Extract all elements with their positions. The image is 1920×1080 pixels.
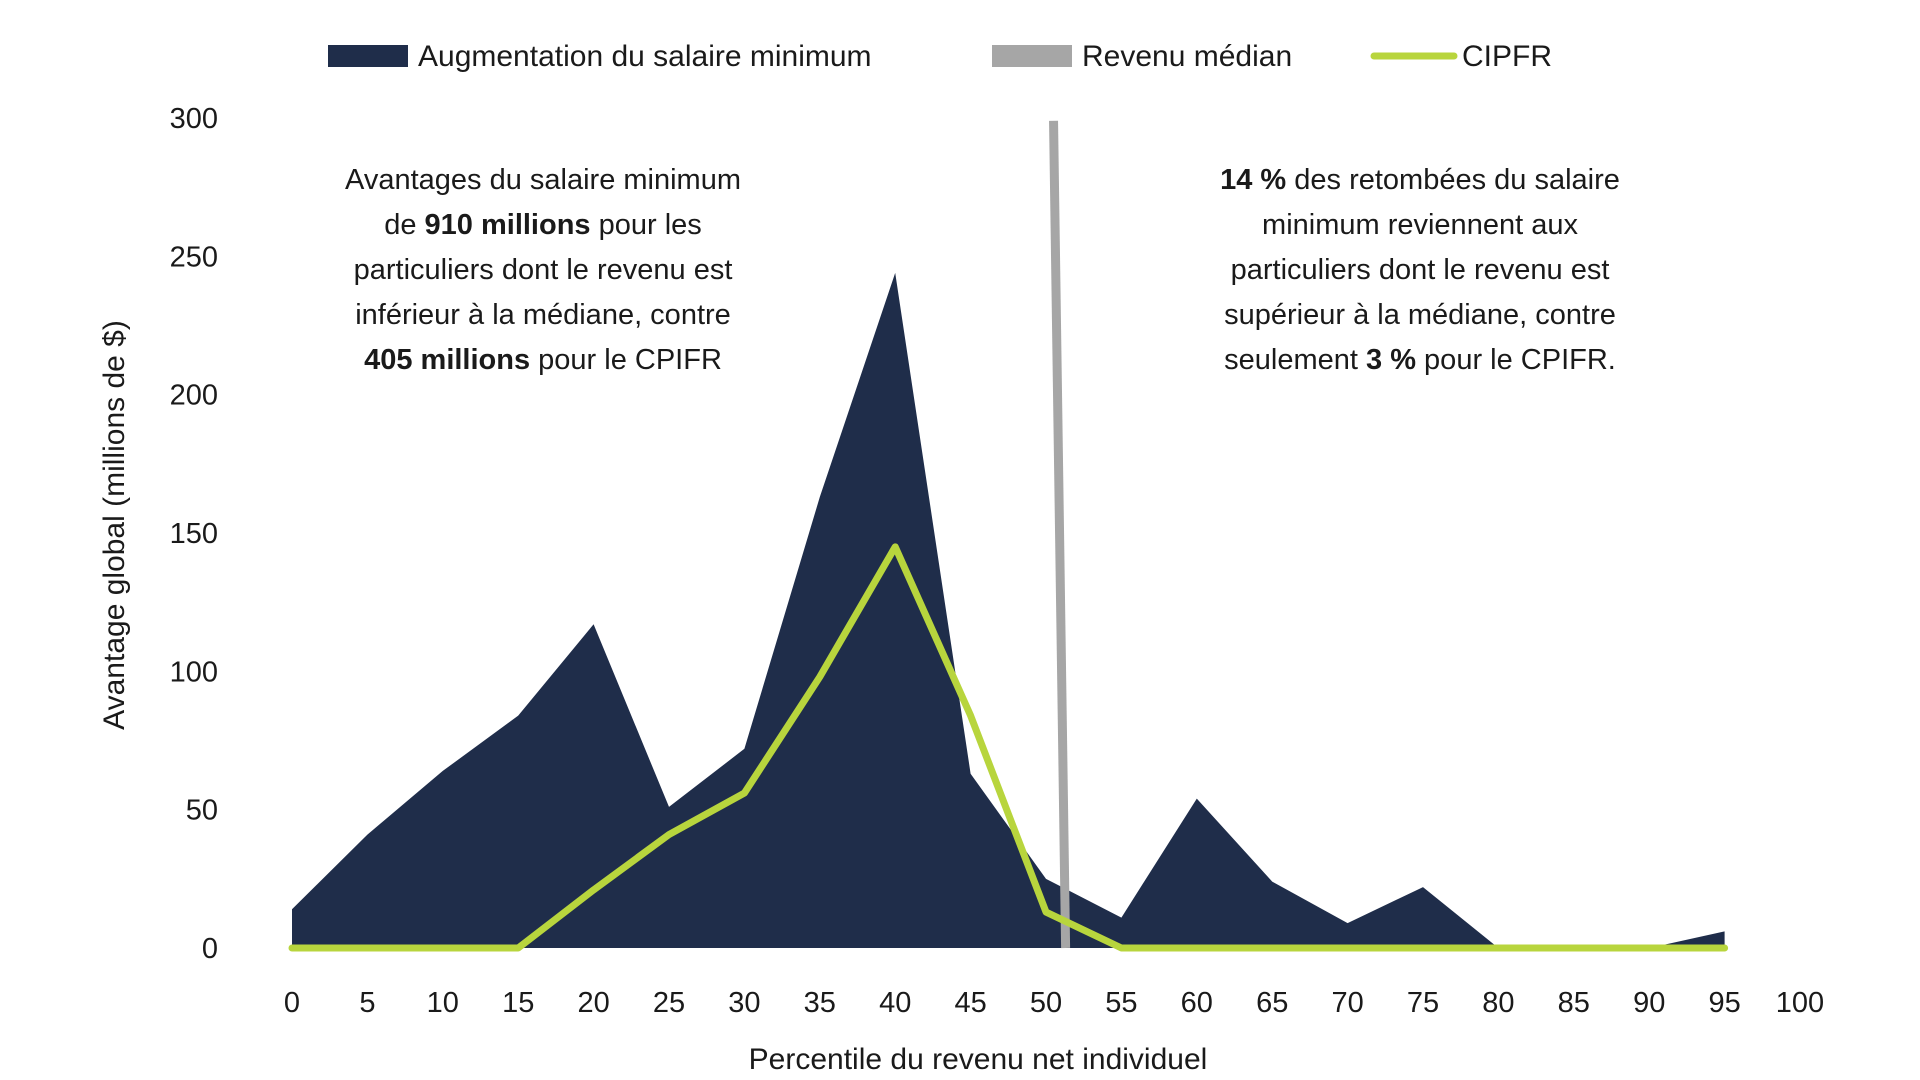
x-tick-label: 85 [1558,987,1590,1019]
y-axis-title: Avantage global (millions de $) [98,320,131,730]
x-tick-label: 20 [577,987,609,1019]
annotation-line: de 910 millions pour les [384,209,702,241]
y-tick-label: 200 [170,380,218,412]
annotation-line: minimum reviennent aux [1262,209,1578,241]
median-income-line [1049,120,1071,949]
legend: Augmentation du salaire minimum Revenu m… [328,40,1552,73]
legend-label-minimum-wage: Augmentation du salaire minimum [418,40,872,73]
annotations: Avantages du salaire minimum de 910 milli… [345,164,1620,376]
x-tick-label: 60 [1181,987,1213,1019]
x-tick-label: 90 [1633,987,1665,1019]
annotation-line: particuliers dont le revenu est [354,254,733,286]
series-line-cipfr [288,543,1729,952]
y-tick-label: 0 [202,933,218,965]
x-tick-label: 25 [653,987,685,1019]
y-tick-label: 50 [186,795,218,827]
x-tick-label: 10 [427,987,459,1019]
x-tick-label: 55 [1105,987,1137,1019]
x-tick-label: 45 [954,987,986,1019]
annotation-line: inférieur à la médiane, contre [355,299,731,331]
x-tick-label: 35 [804,987,836,1019]
legend-swatch-median-income [992,45,1072,67]
annotation-line: particuliers dont le revenu est [1231,254,1610,286]
y-tick-label: 150 [170,518,218,550]
annotation-right: 14 % des retombées du salaire minimum rev… [1220,164,1620,376]
annotation-line: seulement 3 % pour le CPIFR. [1224,344,1616,376]
x-tick-label: 65 [1256,987,1288,1019]
x-tick-label: 0 [284,987,300,1019]
x-tick-label: 75 [1407,987,1439,1019]
annotation-line: 405 millions pour le CPIFR [364,344,722,376]
x-tick-label: 15 [502,987,534,1019]
annotation-line: Avantages du salaire minimum [345,164,741,196]
x-tick-label: 5 [359,987,375,1019]
x-tick-label: 95 [1708,987,1740,1019]
axis-ticks: 0 50 100 150 200 250 300 0 5 10 15 20 25 30 35 40 45 50 55… [170,103,1825,1019]
y-tick-label: 300 [170,103,218,135]
annotation-left: Avantages du salaire minimum de 910 milli… [345,164,741,376]
x-tick-label: 80 [1482,987,1514,1019]
plot-area [288,120,1729,952]
x-tick-label: 50 [1030,987,1062,1019]
y-tick-label: 100 [170,656,218,688]
legend-label-cipfr: CIPFR [1462,40,1552,73]
series-area-minimum-wage [292,272,1725,948]
legend-label-median-income: Revenu médian [1082,40,1292,73]
annotation-line: 14 % des retombées du salaire [1220,164,1620,196]
x-tick-label: 40 [879,987,911,1019]
x-tick-label: 100 [1776,987,1824,1019]
x-tick-label: 30 [728,987,760,1019]
x-tick-label: 70 [1331,987,1363,1019]
y-tick-label: 250 [170,241,218,273]
annotation-line: supérieur à la médiane, contre [1224,299,1616,331]
legend-swatch-minimum-wage [328,45,408,67]
x-axis-title: Percentile du revenu net individuel [749,1043,1208,1076]
